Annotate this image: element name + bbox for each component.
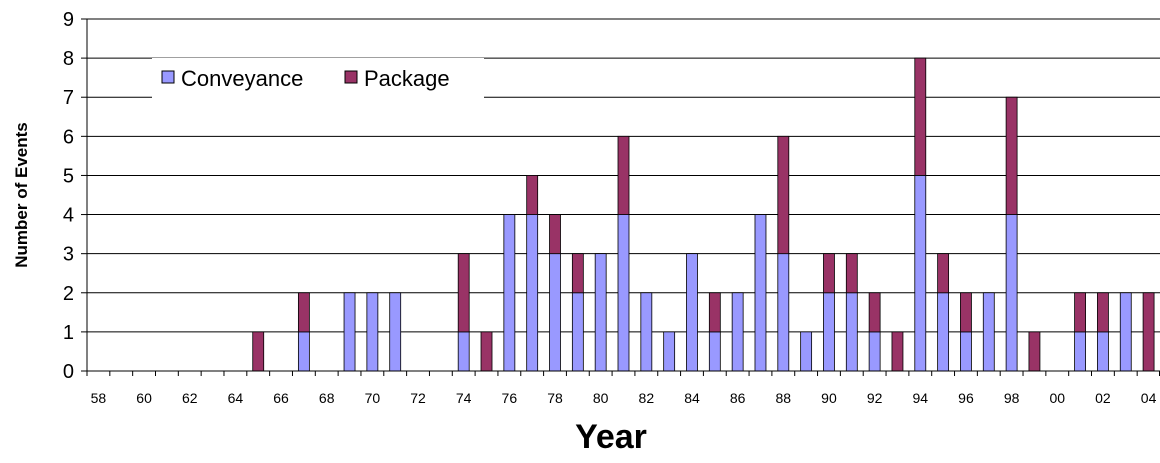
x-tick-label: 66 xyxy=(273,390,289,406)
y-tick-label: 9 xyxy=(63,9,74,31)
x-tick-label: 04 xyxy=(1141,390,1157,406)
bar-conveyance-96 xyxy=(960,331,972,372)
bar-conveyance-74 xyxy=(457,331,470,372)
bar-package-99 xyxy=(1028,331,1041,372)
bar-package-88 xyxy=(777,135,790,255)
bar-conveyance-95 xyxy=(937,292,950,372)
axes xyxy=(81,18,1160,376)
x-tick-label: 90 xyxy=(821,390,837,406)
x-tick-labels: 58 60 62 64 66 68 70 72 74 76 78 80 82 84 86 88 90 92 94 96… xyxy=(91,390,1157,406)
x-tick-label: 02 xyxy=(1095,390,1111,406)
bar-package-85 xyxy=(708,292,721,333)
x-tick-label: 92 xyxy=(867,390,883,406)
legend-swatch-conveyance xyxy=(161,70,175,84)
x-tick-label: 64 xyxy=(228,390,244,406)
bar-conveyance-83 xyxy=(663,331,676,372)
y-axis-title: Number of Events xyxy=(12,122,31,267)
x-tick-label: 60 xyxy=(136,390,152,406)
bar-conveyance-77 xyxy=(526,214,539,372)
y-tick-label: 5 xyxy=(63,165,74,187)
bar-conveyance-80 xyxy=(594,253,607,372)
legend-label-conveyance: Conveyance xyxy=(181,66,303,91)
bar-package-91 xyxy=(845,253,858,294)
bar-package-01 xyxy=(1074,292,1086,333)
bar-conveyance-03 xyxy=(1119,292,1132,372)
legend-box xyxy=(152,58,484,98)
x-tick-label: 72 xyxy=(410,390,426,406)
bar-conveyance-88 xyxy=(777,253,790,372)
bar-package-77 xyxy=(526,175,539,215)
bar-conveyance-98 xyxy=(1005,214,1018,372)
bar-package-79 xyxy=(571,253,584,294)
bar-conveyance-92 xyxy=(868,331,881,372)
bar-package-04 xyxy=(1142,292,1155,372)
bar-conveyance-78 xyxy=(549,253,561,372)
bar-conveyance-84 xyxy=(686,253,698,372)
bar-conveyance-01 xyxy=(1074,331,1086,372)
x-tick-label: 68 xyxy=(319,390,335,406)
y-tick-label: 2 xyxy=(63,283,74,305)
bar-conveyance-67 xyxy=(297,331,310,372)
bar-conveyance-89 xyxy=(800,331,813,372)
x-tick-label: 78 xyxy=(547,390,563,406)
y-tick-label: 8 xyxy=(63,48,74,70)
bar-conveyance-69 xyxy=(343,292,356,372)
x-tick-label: 84 xyxy=(684,390,700,406)
bar-conveyance-85 xyxy=(708,331,721,372)
bar-package-98 xyxy=(1005,96,1018,215)
x-tick-label: 58 xyxy=(91,390,107,406)
bar-package-94 xyxy=(914,57,927,176)
legend: Conveyance Package xyxy=(152,58,484,98)
bar-package-74 xyxy=(457,253,470,333)
bar-package-93 xyxy=(891,331,904,372)
bar-package-92 xyxy=(868,292,881,333)
x-tick-label: 96 xyxy=(958,390,974,406)
bar-conveyance-82 xyxy=(640,292,653,372)
x-tick-label: 86 xyxy=(730,390,746,406)
bar-conveyance-02 xyxy=(1097,331,1109,372)
bar-package-02 xyxy=(1097,292,1109,333)
y-tick-labels: 0 1 2 3 4 5 6 7 8 9 xyxy=(63,9,74,383)
bar-conveyance-70 xyxy=(366,292,379,372)
bar-conveyance-97 xyxy=(982,292,995,372)
y-tick-label: 1 xyxy=(63,322,74,344)
x-tick-label: 80 xyxy=(593,390,609,406)
x-tick-label: 70 xyxy=(365,390,381,406)
x-axis-title: Year xyxy=(575,418,647,456)
x-tick-label: 88 xyxy=(776,390,792,406)
x-tick-label: 98 xyxy=(1004,390,1020,406)
x-tick-label: 62 xyxy=(182,390,198,406)
x-tick-label: 76 xyxy=(502,390,518,406)
legend-label-package: Package xyxy=(364,66,450,91)
y-tick-label: 3 xyxy=(63,244,74,266)
y-tick-label: 0 xyxy=(63,361,74,383)
bar-package-78 xyxy=(549,214,561,255)
bar-conveyance-86 xyxy=(731,292,744,372)
bar-package-65 xyxy=(252,331,265,372)
y-tick-label: 6 xyxy=(63,126,74,148)
bar-package-95 xyxy=(937,253,950,294)
bar-conveyance-91 xyxy=(845,292,858,372)
x-tick-label: 94 xyxy=(912,390,928,406)
legend-swatch-package xyxy=(344,70,358,84)
bar-conveyance-90 xyxy=(823,292,835,372)
bar-conveyance-87 xyxy=(754,214,767,372)
bar-conveyance-71 xyxy=(389,292,402,372)
bar-package-96 xyxy=(960,292,972,333)
bars-layer xyxy=(252,57,1155,372)
bar-conveyance-81 xyxy=(617,214,630,372)
x-tick-label: 74 xyxy=(456,390,472,406)
x-tick-label: 00 xyxy=(1049,390,1065,406)
x-tick-label: 82 xyxy=(639,390,655,406)
bar-package-67 xyxy=(297,292,310,333)
bar-package-90 xyxy=(823,253,835,294)
bar-conveyance-76 xyxy=(503,214,516,372)
bar-package-75 xyxy=(480,331,493,372)
bar-package-81 xyxy=(617,135,630,215)
bar-conveyance-94 xyxy=(914,175,927,372)
bar-conveyance-79 xyxy=(571,292,584,372)
y-tick-label: 7 xyxy=(63,87,74,109)
y-tick-label: 4 xyxy=(63,205,74,227)
